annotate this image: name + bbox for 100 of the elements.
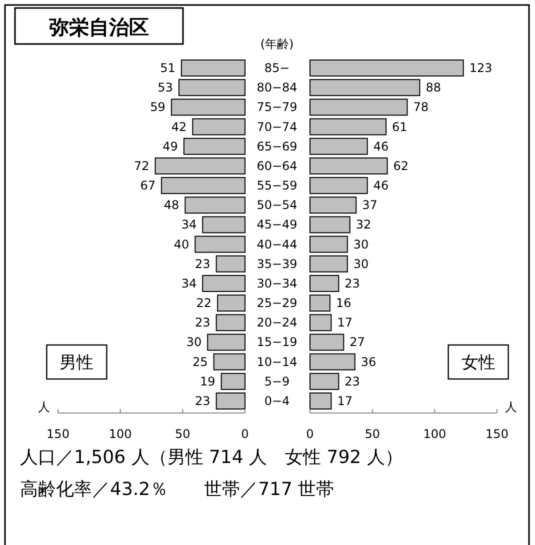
data-label: 67 [140, 178, 156, 193]
x-tick-label: 150 [46, 427, 70, 441]
bar [310, 372, 340, 390]
data-label: 42 [171, 120, 187, 134]
bar [160, 177, 246, 194]
data-label: 23 [344, 374, 360, 388]
bar [310, 177, 368, 194]
x-tick-label: 50 [175, 427, 190, 441]
bar [310, 255, 348, 272]
y-tick-label: 70−74 [256, 120, 298, 134]
data-label: 59 [150, 100, 166, 114]
data-label: 17 [337, 394, 352, 408]
y-tick-label: 35−39 [256, 256, 298, 271]
y-tick-label: 30−34 [256, 276, 298, 290]
x-tick-label: 0 [306, 427, 314, 441]
y-tick-label: 5−9 [264, 374, 290, 388]
y-tick-label: 60−64 [256, 158, 298, 173]
y-tick-label: 15−19 [256, 335, 298, 350]
bar [310, 314, 332, 332]
data-label: 22 [196, 296, 212, 310]
bar [216, 255, 246, 272]
text: 人口／1,506 人（男性 714 人 女性 792 人） [20, 447, 403, 468]
data-label: 23 [344, 276, 360, 290]
data-label: 46 [373, 139, 389, 154]
x-tick-label: 100 [108, 427, 132, 441]
bar [170, 98, 246, 116]
bar [217, 294, 246, 312]
bar [216, 392, 246, 410]
bar [310, 118, 387, 136]
chart-title: 弥栄自治区 [49, 15, 149, 39]
data-label: 37 [362, 198, 378, 212]
y-tick-label: 80−84 [256, 80, 298, 95]
data-label: 48 [164, 198, 180, 212]
bar [207, 334, 246, 351]
data-label: 23 [195, 394, 210, 408]
bar [213, 353, 246, 370]
data-label: 17 [337, 316, 352, 330]
data-label: 30 [353, 256, 369, 271]
bar [310, 294, 330, 312]
y-tick-label: 20−24 [256, 316, 298, 330]
data-label: 123 [469, 61, 492, 75]
bar [310, 353, 356, 370]
data-label: 16 [336, 296, 352, 310]
y-axis-title: (年齢) [260, 37, 294, 51]
bar [310, 98, 408, 116]
bar [184, 196, 246, 214]
y-tick-label: 50−54 [256, 198, 298, 212]
text: 男性 [60, 353, 94, 373]
x-axis-title: 人 [38, 400, 50, 414]
y-tick-label: 45−49 [256, 218, 298, 232]
x-axis-title: 人 [505, 400, 517, 414]
data-label: 61 [392, 120, 408, 134]
data-label: 49 [162, 139, 178, 154]
bar [310, 60, 464, 76]
y-tick-label: 85− [264, 61, 290, 75]
data-label: 32 [356, 218, 372, 232]
data-label: 23 [195, 316, 210, 330]
data-label: 62 [393, 158, 409, 173]
data-label: 25 [192, 354, 208, 369]
bar [310, 157, 388, 174]
data-label: 46 [373, 178, 389, 193]
x-tick-label: 150 [486, 427, 508, 441]
data-label: 40 [174, 237, 190, 252]
text: 高齢化率／43.2％ 世帯／717 世帯 [20, 479, 334, 500]
data-label: 23 [195, 256, 210, 271]
bar [310, 79, 420, 96]
data-label: 36 [360, 354, 376, 369]
x-tick-label: 0 [241, 427, 249, 441]
data-label: 30 [353, 237, 369, 252]
y-tick-label: 0−4 [264, 394, 290, 408]
bar [220, 372, 246, 390]
data-label: 78 [413, 100, 429, 114]
data-label: 19 [200, 374, 216, 388]
data-label: 34 [181, 276, 197, 290]
bar [310, 216, 350, 234]
data-label: 27 [350, 335, 365, 350]
bar [183, 138, 246, 155]
y-tick-label: 10−14 [256, 354, 298, 369]
x-tick-label: 50 [364, 427, 380, 441]
x-tick-label: 100 [423, 427, 446, 441]
y-tick-label: 40−44 [256, 237, 298, 252]
bar [310, 334, 344, 351]
bar [180, 60, 246, 76]
data-label: 88 [426, 80, 441, 95]
y-tick-label: 55−59 [256, 178, 298, 193]
bar [202, 216, 246, 234]
data-label: 72 [134, 158, 150, 173]
bar [310, 196, 357, 214]
bar [310, 138, 368, 155]
bar [310, 274, 340, 292]
bar [216, 314, 246, 332]
y-tick-label: 75−79 [256, 100, 298, 114]
bar [178, 79, 246, 96]
y-tick-label: 65−69 [256, 139, 298, 154]
data-label: 30 [186, 335, 202, 350]
bar [192, 118, 246, 136]
bar [202, 274, 246, 292]
data-label: 51 [160, 61, 176, 75]
data-label: 53 [158, 80, 173, 95]
bar [194, 236, 246, 253]
